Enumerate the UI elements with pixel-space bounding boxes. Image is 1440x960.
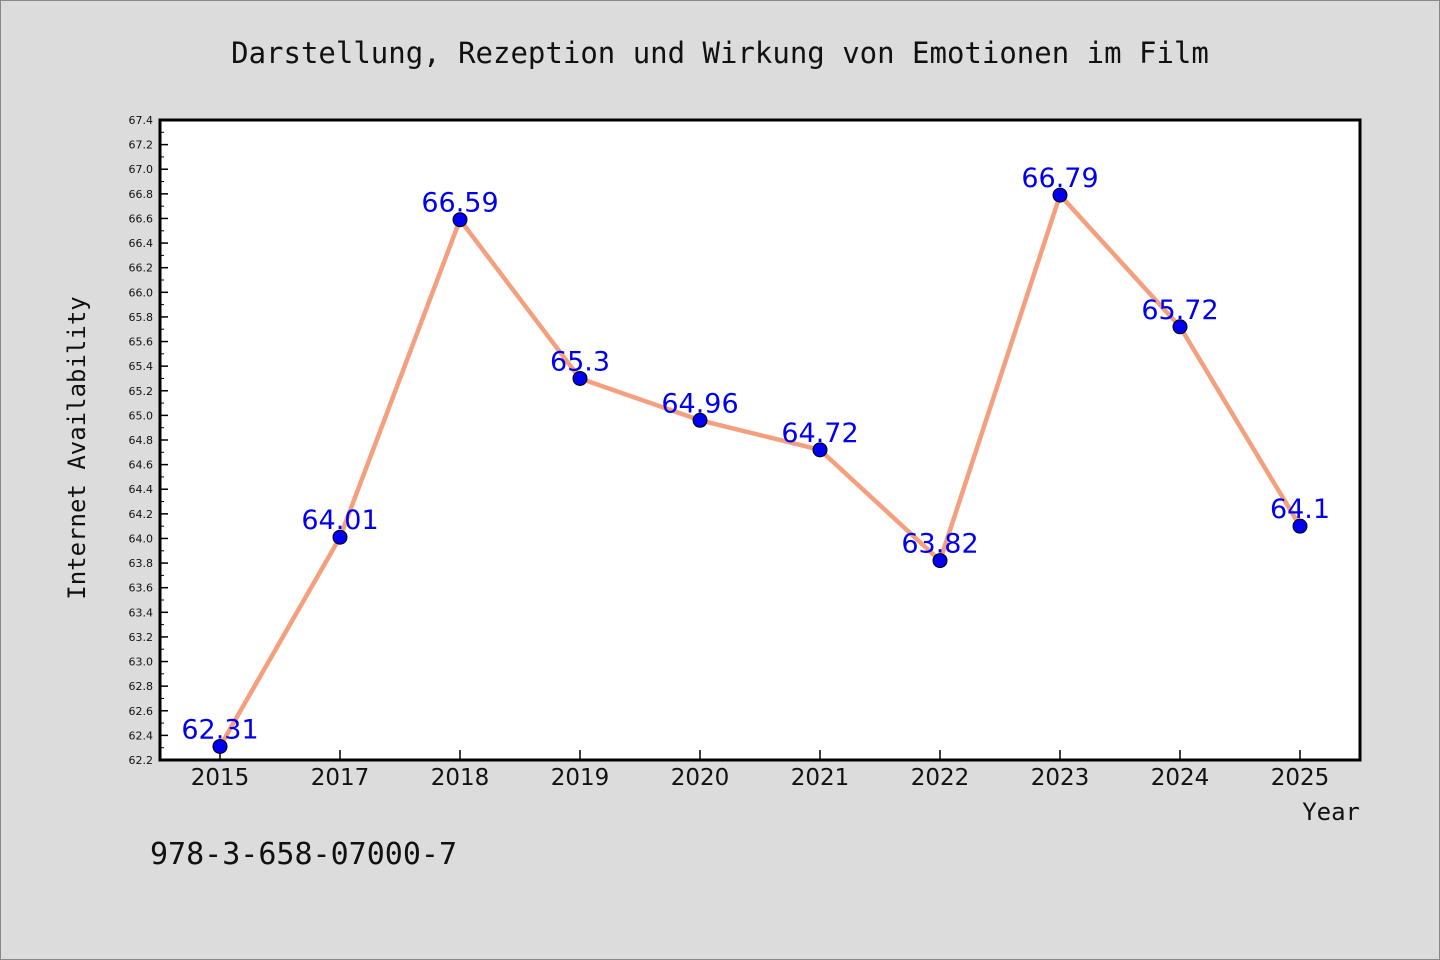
- y-tick-label: 67.4: [129, 114, 154, 127]
- x-tick-label: 2021: [791, 765, 850, 791]
- y-tick-label: 65.6: [129, 336, 154, 349]
- x-tick-label: 2022: [911, 765, 970, 791]
- y-tick-label: 65.0: [129, 409, 154, 422]
- y-tick-label: 63.0: [129, 656, 154, 669]
- x-tick-label: 2015: [191, 765, 250, 791]
- y-axis-label: Internet Availability: [63, 296, 91, 599]
- y-tick-label: 62.8: [129, 680, 154, 693]
- x-tick-label: 2019: [551, 765, 610, 791]
- y-tick-label: 62.2: [129, 754, 154, 767]
- y-tick-label: 62.4: [129, 729, 154, 742]
- data-point: [932, 553, 948, 569]
- data-point: [1292, 518, 1308, 534]
- isbn-label: 978-3-658-07000-7: [150, 837, 457, 872]
- data-label: 64.01: [301, 505, 378, 536]
- data-label: 64.1: [1270, 494, 1330, 525]
- y-tick-label: 65.2: [129, 385, 154, 398]
- y-tick-label: 64.2: [129, 508, 154, 521]
- data-point: [572, 370, 588, 386]
- data-point: [1052, 187, 1068, 203]
- data-point: [212, 738, 228, 754]
- y-tick-label: 65.4: [129, 360, 154, 373]
- y-axis: 62.2 62.4 62.6 62.8 63.0 63.2 63.4 63.6 63.8 64.0…: [129, 114, 168, 767]
- data-label: 66.79: [1021, 163, 1098, 194]
- data-point: [1172, 319, 1188, 335]
- data-label: 65.3: [550, 346, 610, 377]
- x-tick-label: 2023: [1031, 765, 1090, 791]
- y-tick-label: 66.0: [129, 286, 154, 299]
- y-tick-label: 66.6: [129, 212, 154, 225]
- y-tick-label: 64.0: [129, 532, 154, 545]
- x-tick-label: 2020: [671, 765, 730, 791]
- y-tick-label: 65.8: [129, 311, 154, 324]
- y-tick-label: 63.4: [129, 606, 154, 619]
- data-point: [332, 529, 348, 545]
- x-tick-label: 2025: [1271, 765, 1330, 791]
- y-tick-label: 62.6: [129, 705, 154, 718]
- y-tick-label: 64.4: [129, 483, 154, 496]
- data-point: [452, 212, 468, 228]
- y-tick-label: 66.8: [129, 188, 154, 201]
- x-axis-label: Year: [1302, 798, 1360, 826]
- x-tick-label: 2017: [311, 765, 370, 791]
- data-labels-group: 62.31 64.01 66.59 65.3 64.96 64.72 63.82 66.79 6…: [181, 163, 1330, 745]
- x-axis: 2015 2017 2018 2019 2020 2021 2022 2023 2024 2025: [191, 750, 1330, 791]
- chart-title: Darstellung, Rezeption und Wirkung von E…: [231, 36, 1209, 70]
- y-tick-label: 63.2: [129, 631, 154, 644]
- series-line: [217, 192, 1303, 749]
- y-tick-label: 66.4: [129, 237, 154, 250]
- data-label: 63.82: [901, 529, 978, 560]
- data-point: [692, 412, 708, 428]
- data-label: 64.72: [781, 418, 858, 449]
- y-tick-label: 67.2: [129, 139, 154, 152]
- y-tick-label: 64.8: [129, 434, 154, 447]
- series-points-group: [212, 187, 1308, 754]
- data-label: 64.96: [661, 388, 738, 419]
- y-tick-label: 66.2: [129, 262, 154, 275]
- y-tick-label: 63.6: [129, 582, 154, 595]
- x-tick-label: 2024: [1151, 765, 1210, 791]
- series-line-group: [217, 192, 1303, 749]
- y-tick-label: 64.6: [129, 459, 154, 472]
- x-tick-label: 2018: [431, 765, 490, 791]
- data-label: 62.31: [181, 714, 258, 745]
- data-label: 65.72: [1141, 295, 1218, 326]
- data-label: 66.59: [421, 188, 498, 219]
- data-point: [812, 442, 828, 458]
- y-tick-label: 63.8: [129, 557, 154, 570]
- plot-area: [158, 118, 1362, 762]
- y-tick-label: 67.0: [129, 163, 154, 176]
